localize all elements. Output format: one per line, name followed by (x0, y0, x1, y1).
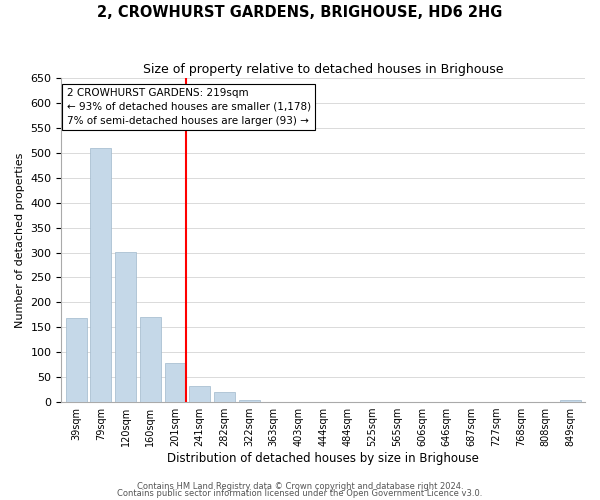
Bar (115, 252, 136, 402)
Bar (140, 318, 161, 402)
X-axis label: Distribution of detached houses by size in Brighouse: Distribution of detached houses by size … (167, 452, 479, 465)
Bar (239, 400, 260, 402)
Text: 2 CROWHURST GARDENS: 219sqm
← 93% of detached houses are smaller (1,178)
7% of s: 2 CROWHURST GARDENS: 219sqm ← 93% of det… (67, 88, 311, 126)
Title: Size of property relative to detached houses in Brighouse: Size of property relative to detached ho… (143, 62, 503, 76)
Text: 2, CROWHURST GARDENS, BRIGHOUSE, HD6 2HG: 2, CROWHURST GARDENS, BRIGHOUSE, HD6 2HG (97, 5, 503, 20)
Bar (164, 362, 185, 402)
Y-axis label: Number of detached properties: Number of detached properties (15, 152, 25, 328)
Text: Contains HM Land Registry data © Crown copyright and database right 2024.: Contains HM Land Registry data © Crown c… (137, 482, 463, 491)
Text: Contains public sector information licensed under the Open Government Licence v3: Contains public sector information licen… (118, 489, 482, 498)
Bar (214, 392, 235, 402)
Bar (66, 318, 87, 402)
Bar (91, 148, 112, 402)
Bar (189, 386, 210, 402)
Bar (560, 400, 581, 402)
